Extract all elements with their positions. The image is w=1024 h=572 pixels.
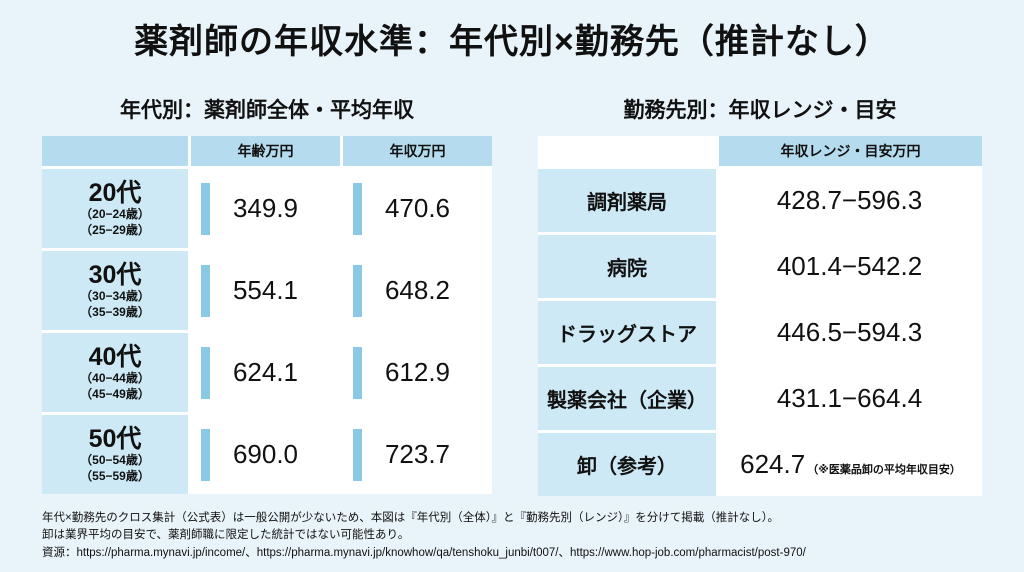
value-text: 648.2	[384, 275, 451, 305]
range-text: 431.1−664.4	[776, 383, 923, 413]
value-text: 612.9	[384, 357, 451, 387]
value-text: 624.1	[232, 357, 299, 387]
age-table-corner-cell	[42, 136, 188, 166]
income-range-col-header: 年収レンジ・目安万円	[719, 136, 982, 166]
value-bar	[201, 346, 210, 399]
workplace-value-cell: 431.1−664.4	[719, 367, 982, 430]
value-cell: 612.9	[343, 333, 492, 412]
age-range-label: （50−54歳）	[80, 453, 150, 468]
footnote-line: 卸は業界平均の目安で、薬剤師職に限定した統計ではない可能性あり。	[42, 529, 410, 542]
value-bar	[201, 182, 210, 235]
value-cell: 723.7	[343, 415, 492, 494]
value-cell: 349.9	[191, 169, 340, 248]
workplace-label: 調剤薬局	[538, 169, 716, 232]
value-bar	[201, 428, 210, 481]
source-line: 資源：https://pharma.mynavi.jp/income/、http…	[42, 546, 806, 559]
annual-income-col-header: 年収万円	[343, 136, 492, 166]
age-range-label: （30−34歳）	[80, 289, 150, 304]
page-title: 薬剤師の年収水準：年代別×勤務先（推計なし）	[134, 23, 890, 61]
age-group-cell: 40代 （40−44歳） （45−49歳）	[42, 333, 188, 412]
value-cell: 470.6	[343, 169, 492, 248]
value-bar	[353, 346, 362, 399]
value-cell: 554.1	[191, 251, 340, 330]
value-text: 554.1	[232, 275, 299, 305]
age-range-label: （35−39歳）	[80, 304, 150, 319]
value-text: 470.6	[384, 193, 451, 223]
age-group-label: 50代	[88, 424, 142, 453]
workplace-table-corner-cell	[538, 136, 716, 166]
footnotes: 年代×勤務先のクロス集計（公式表）は一般公開が少ないため、本図は『年代別（全体）…	[42, 510, 1002, 562]
age-range-label: （40−44歳）	[80, 371, 150, 386]
age-group-cell: 20代 （20−24歳） （25−29歳）	[42, 169, 188, 248]
value-cell: 624.1	[191, 333, 340, 412]
footnote-line: 年代×勤務先のクロス集計（公式表）は一般公開が少ないため、本図は『年代別（全体）…	[42, 512, 779, 524]
value-bar	[353, 182, 362, 235]
value-text: 349.9	[232, 193, 299, 223]
age-table-title: 年代別：薬剤師全体・平均年収	[120, 99, 414, 122]
workplace-label: 製薬会社（企業）	[538, 367, 716, 430]
range-text: 401.4−542.2	[776, 251, 923, 281]
range-text: 624.7	[740, 449, 806, 479]
age-income-col-header: 年齢万円	[191, 136, 340, 166]
age-range-label: （20−24歳）	[80, 207, 150, 222]
workplace-value-cell: 624.7 （※医薬品卸の平均年収目安）	[719, 433, 982, 496]
workplace-label: 卸（参考）	[538, 433, 716, 496]
age-group-label: 20代	[88, 178, 142, 207]
workplace-table: 年収レンジ・目安万円 調剤薬局 428.7−596.3 病院 401.4−542…	[538, 136, 982, 496]
range-text: 446.5−594.3	[776, 317, 923, 347]
age-group-label: 40代	[88, 342, 142, 371]
value-cell: 690.0	[191, 415, 340, 494]
value-cell: 648.2	[343, 251, 492, 330]
value-bar	[353, 428, 362, 481]
value-text: 690.0	[232, 439, 299, 469]
age-table: 年齢万円 年収万円 20代 （20−24歳） （25−29歳） 349.9 47…	[42, 136, 492, 494]
age-range-label: （55−59歳）	[80, 468, 150, 483]
age-range-label: （45−49歳）	[80, 386, 150, 401]
workplace-label: ドラッグストア	[538, 301, 716, 364]
range-note: （※医薬品卸の平均年収目安）	[807, 463, 961, 476]
workplace-value-cell: 446.5−594.3	[719, 301, 982, 364]
value-bar	[353, 264, 362, 317]
age-range-label: （25−29歳）	[80, 222, 150, 237]
age-group-cell: 30代 （30−34歳） （35−39歳）	[42, 251, 188, 330]
workplace-value-cell: 428.7−596.3	[719, 169, 982, 232]
workplace-value-cell: 401.4−542.2	[719, 235, 982, 298]
age-group-label: 30代	[88, 260, 142, 289]
value-text: 723.7	[384, 439, 451, 469]
age-group-cell: 50代 （50−54歳） （55−59歳）	[42, 415, 188, 494]
range-text: 428.7−596.3	[776, 185, 923, 215]
workplace-table-title: 勤務先別：年収レンジ・目安	[623, 99, 897, 122]
workplace-label: 病院	[538, 235, 716, 298]
value-bar	[201, 264, 210, 317]
